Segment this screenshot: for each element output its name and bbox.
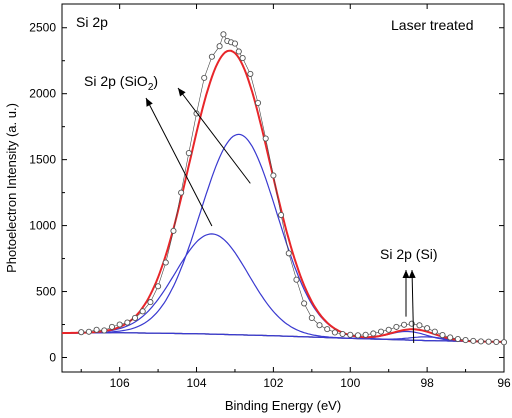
data-point — [485, 338, 492, 345]
data-point — [377, 328, 385, 335]
treatment-label: Laser treated — [391, 17, 474, 33]
data-point — [247, 70, 254, 77]
y-tick-label: 2000 — [29, 87, 56, 101]
data-point — [147, 299, 154, 306]
data-point — [354, 332, 361, 339]
region-label: Si 2p — [76, 14, 108, 30]
data-point — [262, 135, 269, 142]
y-axis: 0 500 1000 1500 2000 2500 — [29, 21, 504, 364]
data-point — [431, 328, 438, 335]
data-point — [447, 334, 454, 341]
arrow-head — [408, 270, 416, 279]
data-point — [308, 314, 315, 321]
oxide-peak-label: Si 2p (SiO2) — [84, 73, 158, 93]
arrow-head — [178, 88, 186, 97]
x-tick-label: 98 — [420, 376, 434, 390]
arrow-line — [177, 87, 251, 184]
component-peak — [61, 233, 504, 343]
data-point — [231, 40, 239, 47]
data-point — [347, 331, 354, 338]
y-tick-label: 2500 — [29, 21, 56, 35]
x-tick-label: 96 — [497, 376, 511, 390]
data-point — [220, 31, 227, 38]
plot-series — [61, 31, 508, 346]
data-point — [201, 74, 208, 81]
x-tick-label: 104 — [187, 376, 207, 390]
data-point — [139, 308, 146, 315]
envelope-fit — [61, 49, 504, 343]
data-point — [324, 326, 331, 333]
y-tick-label: 0 — [49, 350, 56, 364]
data-point — [101, 327, 108, 334]
x-tick-label: 106 — [110, 376, 130, 390]
data-point — [454, 335, 461, 343]
data-point — [155, 283, 162, 290]
data-point — [235, 48, 242, 55]
data-point — [385, 326, 392, 333]
data-point — [439, 332, 446, 339]
data-point — [170, 227, 177, 234]
y-axis-label: Photoelectron Intensity (a. u.) — [4, 103, 19, 273]
data-point — [401, 321, 408, 328]
oxide-peak-text: Si 2p (SiO — [84, 73, 148, 89]
data-point — [424, 325, 431, 332]
data-point — [500, 339, 508, 346]
data-point — [339, 330, 346, 338]
data-point — [108, 323, 116, 330]
data-point — [278, 211, 285, 219]
y-tick-label: 1000 — [29, 219, 56, 233]
arrow-line — [411, 269, 415, 343]
arrow-head — [402, 270, 410, 279]
data-point — [185, 149, 192, 157]
data-point — [124, 319, 131, 326]
si-peak-label: Si 2p (Si) — [380, 246, 438, 262]
data-point — [416, 322, 423, 329]
data-point — [316, 322, 323, 329]
data-point — [116, 321, 123, 328]
data-point — [470, 337, 477, 344]
data-point — [178, 189, 185, 196]
data-point — [293, 276, 300, 283]
data-point — [131, 314, 139, 321]
data-point — [285, 250, 292, 257]
plot-frame — [61, 3, 505, 373]
data-point — [208, 53, 215, 60]
x-tick-label: 102 — [263, 376, 283, 390]
data-point — [254, 99, 262, 106]
data-point — [270, 172, 277, 179]
data-point — [216, 43, 223, 50]
component-peak — [62, 133, 504, 343]
x-axis: 106 104 102 100 98 96 — [80, 4, 511, 390]
y-tick-label: 1500 — [29, 153, 56, 167]
data-point — [162, 259, 169, 266]
data-point — [78, 329, 85, 336]
data-point — [93, 326, 100, 333]
data-point — [393, 323, 400, 330]
arrow-head — [146, 98, 153, 107]
data-point — [462, 337, 469, 344]
data-point — [370, 330, 377, 337]
data-point — [493, 338, 500, 345]
oxide-peak-close: ) — [153, 73, 158, 89]
annotation-arrows — [145, 87, 416, 343]
x-tick-label: 100 — [340, 376, 360, 390]
data-point — [477, 338, 484, 345]
data-point — [301, 300, 308, 307]
data-point — [331, 329, 338, 336]
x-axis-label: Binding Energy (eV) — [225, 398, 341, 413]
arrow-line — [145, 97, 213, 227]
data-point — [239, 55, 246, 62]
data-point — [362, 331, 369, 338]
data-point — [85, 328, 92, 335]
component-peak — [62, 332, 504, 343]
oxide-peak-subscript: 2 — [148, 82, 154, 93]
y-tick-label: 500 — [36, 285, 56, 299]
